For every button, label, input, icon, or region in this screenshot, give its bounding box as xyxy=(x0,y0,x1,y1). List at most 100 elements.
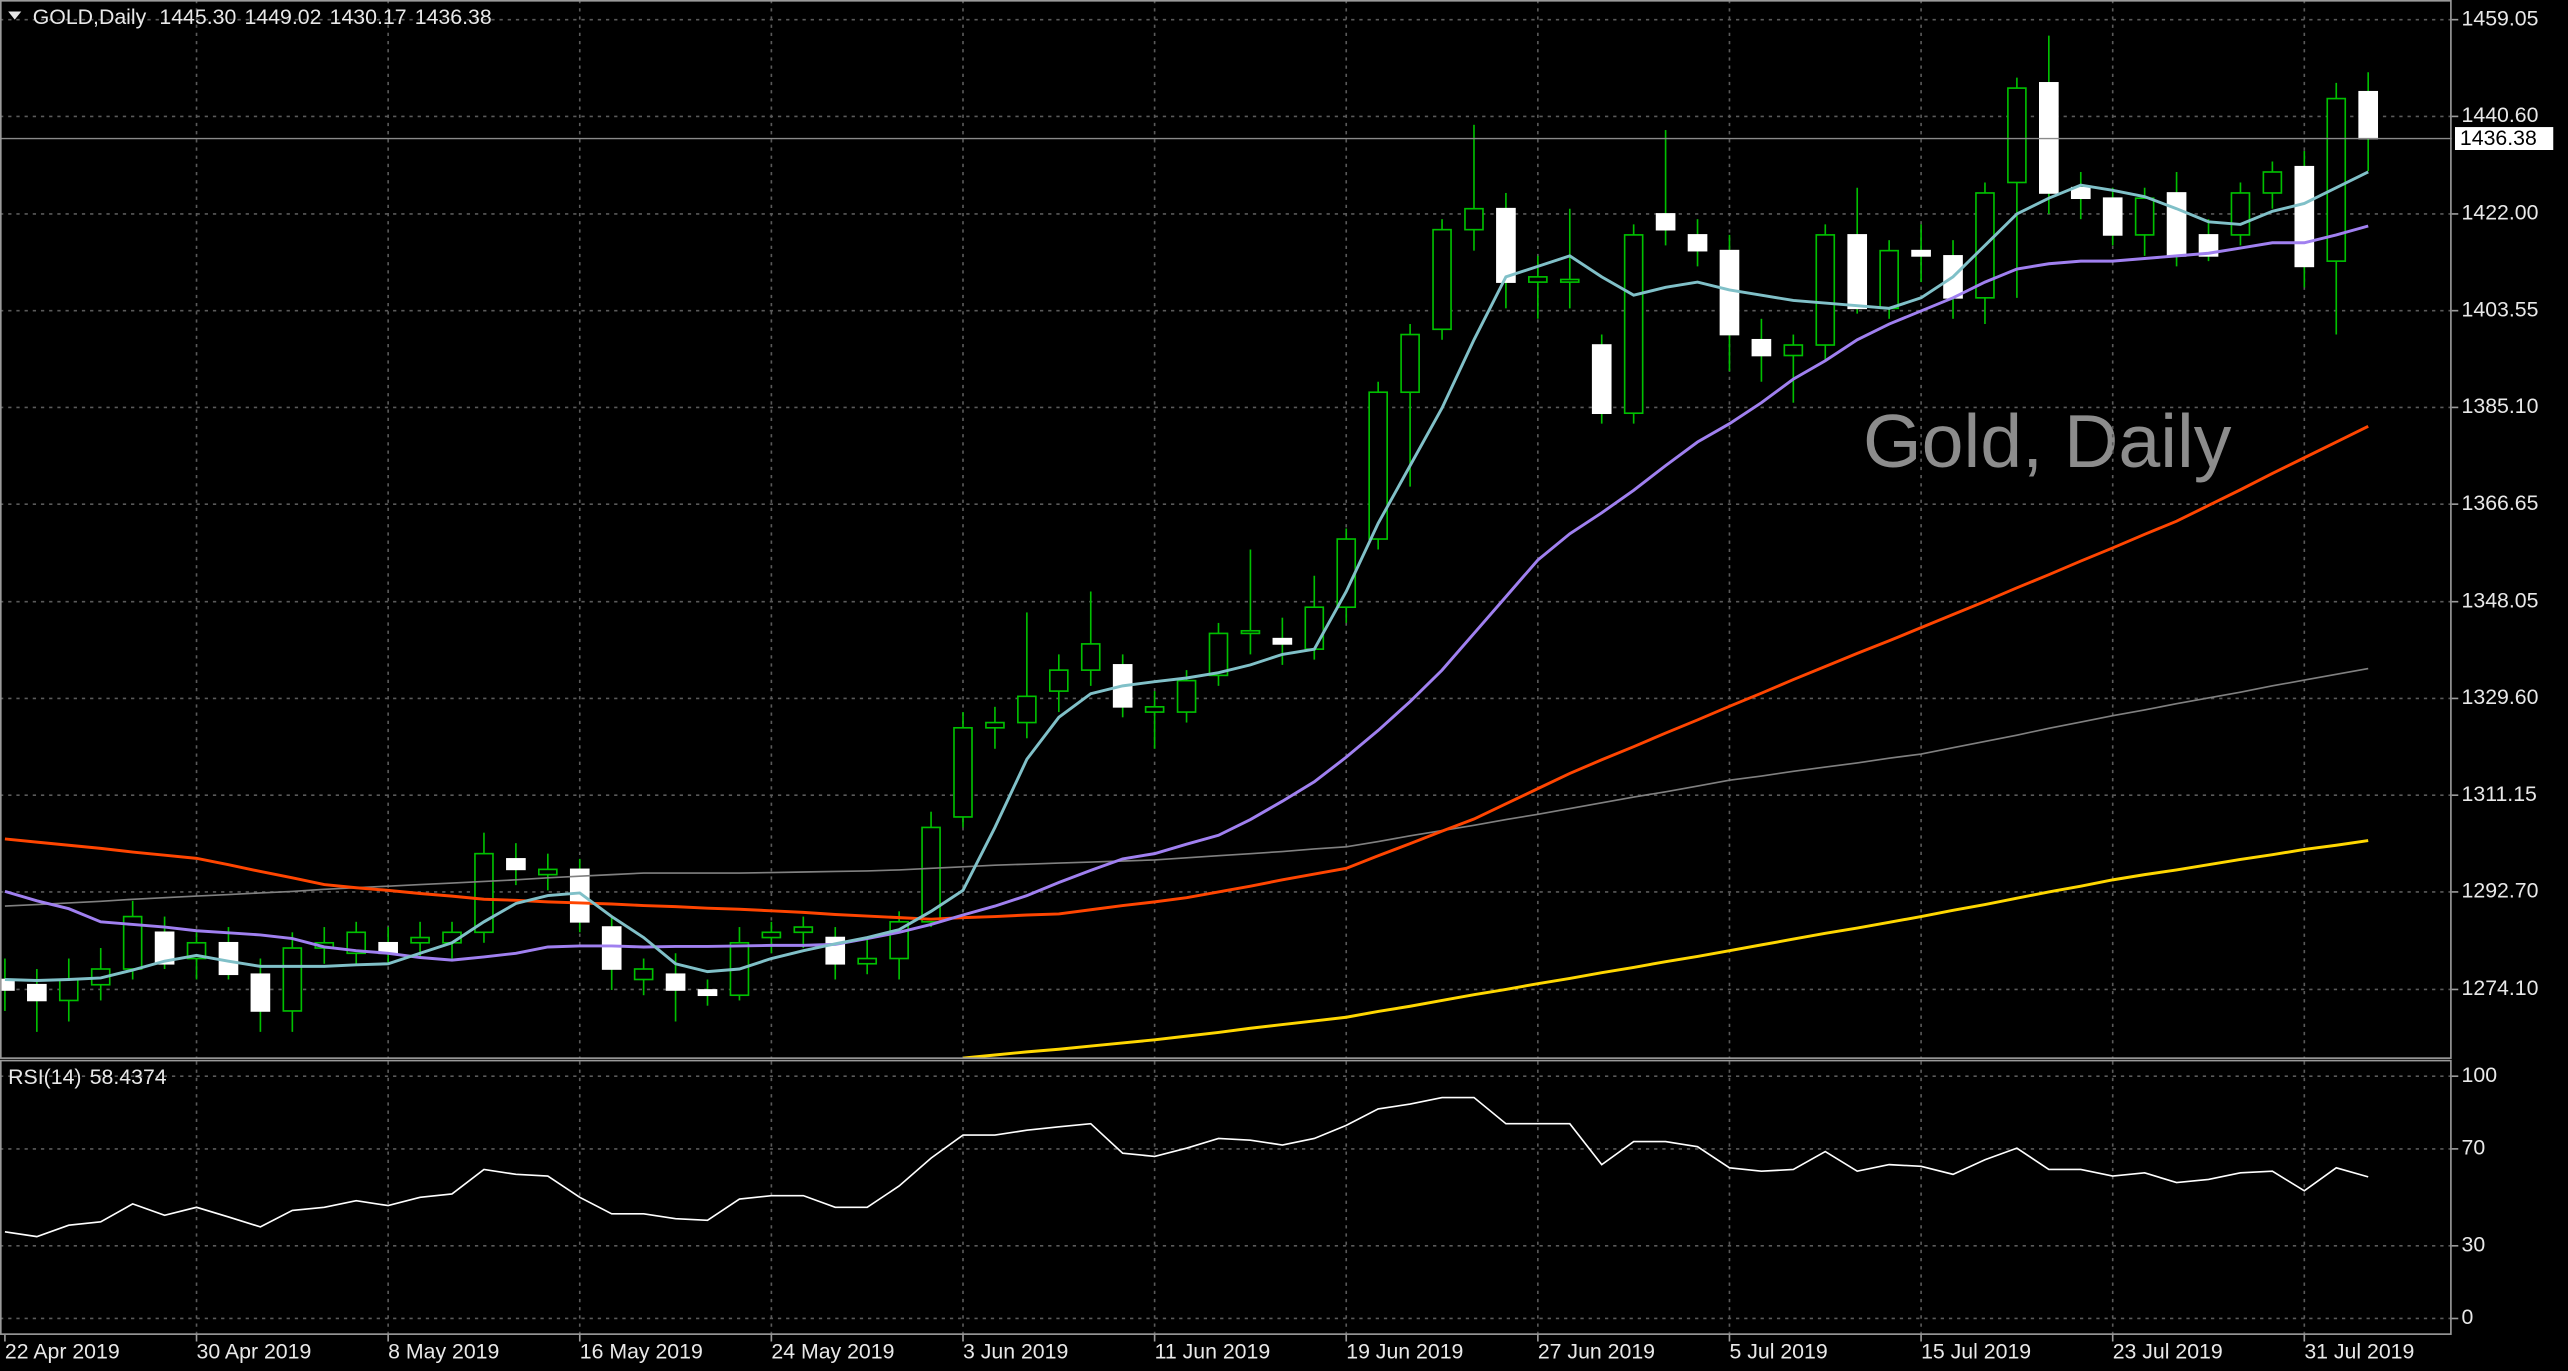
candle-body xyxy=(793,926,814,934)
x-tick-label: 19 Jun 2019 xyxy=(1346,1340,1463,1364)
rsi-y-tick-label: 30 xyxy=(2462,1232,2486,1256)
candle-body xyxy=(1464,207,1484,231)
candle-body xyxy=(1176,679,1197,713)
quote-open: 1445.30 xyxy=(159,5,236,29)
rsi-header: RSI(14) 58.4374 xyxy=(8,1064,167,1088)
candle-body xyxy=(154,931,175,965)
collapse-arrow xyxy=(8,11,22,20)
candle-body xyxy=(665,973,686,991)
moving-average-line xyxy=(962,839,2369,1059)
candle-body xyxy=(1368,391,1388,540)
current-price-box xyxy=(2454,127,2554,150)
quote-close: 1436.38 xyxy=(415,5,492,29)
candle-body xyxy=(27,983,47,1002)
x-tick-label: 30 Apr 2019 xyxy=(197,1340,312,1364)
candle-body xyxy=(1017,695,1037,724)
candle-body xyxy=(1815,234,1836,346)
x-tick-label: 11 Jun 2019 xyxy=(1155,1340,1271,1364)
candle-body xyxy=(1847,234,1868,310)
candle-body xyxy=(2294,165,2315,268)
candle-body xyxy=(186,941,207,960)
candle-body xyxy=(346,931,367,955)
candle-body xyxy=(2198,234,2219,257)
candle-body xyxy=(2326,97,2347,262)
candle-body xyxy=(1655,213,1676,231)
candle-body xyxy=(1591,344,1612,415)
candle-body xyxy=(1719,249,1740,336)
moving-average-line xyxy=(4,667,2369,907)
current-price-label: 1436.38 xyxy=(2460,126,2537,150)
candle-body xyxy=(985,721,1005,729)
candle-body xyxy=(410,936,430,944)
candle-body xyxy=(1272,637,1293,645)
rsi-label: RSI(14) xyxy=(8,1064,81,1088)
candle-body xyxy=(697,989,718,997)
candle-body xyxy=(2166,192,2187,257)
price-frame xyxy=(0,0,2452,1059)
y-tick-label: 1440.60 xyxy=(2462,103,2539,127)
candle-body xyxy=(1144,706,1165,713)
y-tick-label: 1459.05 xyxy=(2462,6,2539,30)
rsi-y-tick-label: 70 xyxy=(2462,1136,2486,1160)
candle-body xyxy=(1911,249,1931,257)
rsi-last: 58.4374 xyxy=(90,1064,167,1088)
candle-body xyxy=(2102,197,2123,236)
y-tick-label: 1422.00 xyxy=(2462,201,2539,225)
candle-body xyxy=(2070,186,2091,200)
candle-body xyxy=(1751,338,1772,357)
x-tick-label: 5 Jul 2019 xyxy=(1729,1340,1827,1364)
x-tick-label: 15 Jul 2019 xyxy=(1921,1340,2031,1364)
candle-body xyxy=(2134,197,2155,236)
y-tick-label: 1292.70 xyxy=(2462,879,2539,903)
candle-body xyxy=(1559,278,1580,283)
candle-body xyxy=(2262,171,2283,194)
rsi-y-tick-label: 100 xyxy=(2462,1063,2498,1087)
candle-body xyxy=(921,826,941,923)
candle-body xyxy=(601,926,622,970)
x-tick-label: 22 Apr 2019 xyxy=(5,1340,120,1364)
candle-body xyxy=(1687,234,1708,252)
candle-body xyxy=(1304,606,1325,650)
candle-body xyxy=(1528,276,1548,283)
quote-high: 1449.02 xyxy=(245,5,322,29)
candle-body xyxy=(1432,228,1452,331)
rsi-y-tick-label: 0 xyxy=(2462,1305,2474,1329)
moving-average-line xyxy=(4,224,2369,962)
rsi-frame xyxy=(0,1059,2452,1335)
candle-body xyxy=(250,973,271,1012)
y-tick-label: 1385.10 xyxy=(2462,394,2539,418)
candle-body xyxy=(2230,192,2251,236)
candle-body xyxy=(761,931,782,939)
candle-body xyxy=(1080,643,1101,671)
candle-body xyxy=(1400,333,1420,394)
y-tick-label: 1274.10 xyxy=(2462,976,2539,1000)
candle-body xyxy=(538,868,558,876)
candle-body xyxy=(58,978,79,1002)
candle-body xyxy=(633,968,654,981)
price-plot xyxy=(0,0,2452,1059)
candle-body xyxy=(1496,207,1516,283)
candle-body xyxy=(857,957,878,965)
y-tick-label: 1311.15 xyxy=(2462,782,2537,806)
candle-body xyxy=(1336,538,1357,609)
x-tick-label: 16 May 2019 xyxy=(580,1340,703,1364)
candle-body xyxy=(2007,87,2027,184)
moving-average-line xyxy=(4,170,2369,983)
y-tick-label: 1403.55 xyxy=(2462,297,2539,321)
moving-average-line xyxy=(4,424,2369,921)
candle-body xyxy=(953,726,973,818)
y-tick-label: 1366.65 xyxy=(2462,491,2539,515)
candle-body xyxy=(2358,90,2379,140)
x-tick-label: 24 May 2019 xyxy=(771,1340,894,1364)
candle-body xyxy=(1240,629,1261,635)
candle-body xyxy=(1048,669,1069,692)
x-tick-label: 27 Jun 2019 xyxy=(1538,1340,1655,1364)
candle-body xyxy=(1879,249,1899,310)
candle-body xyxy=(1623,234,1644,415)
quote-low: 1430.17 xyxy=(330,5,407,29)
x-tick-label: 3 Jun 2019 xyxy=(963,1340,1068,1364)
candle-body xyxy=(569,868,590,923)
candle-body xyxy=(474,852,494,934)
